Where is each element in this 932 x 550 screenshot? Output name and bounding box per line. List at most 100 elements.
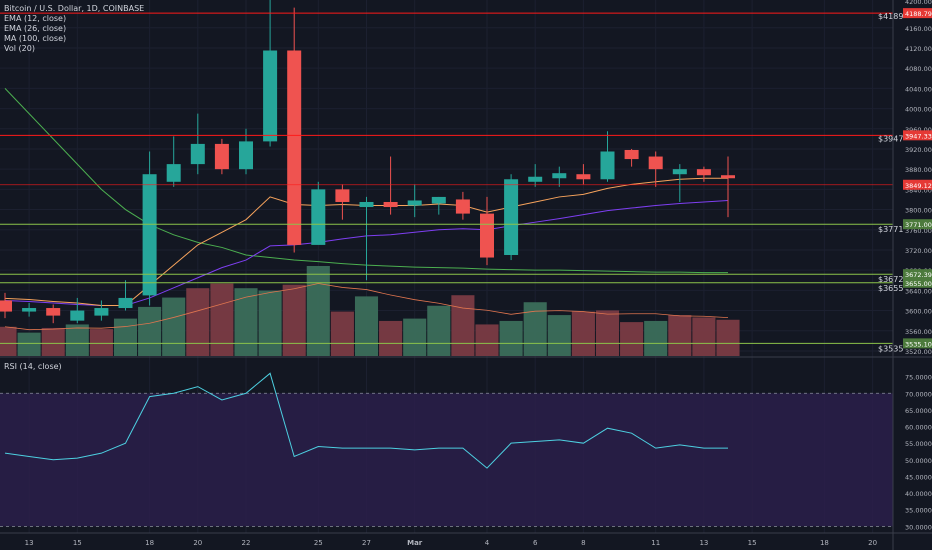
price-badge xyxy=(903,269,932,280)
price-tick-label: 3960.00 xyxy=(905,126,932,134)
level-label: $4189 xyxy=(878,12,903,21)
time-tick-label: 13 xyxy=(25,539,34,547)
time-tick-label: 20 xyxy=(868,539,877,547)
rsi-panel xyxy=(0,372,893,527)
price-tick-label: 3600.00 xyxy=(905,308,932,316)
candle-body xyxy=(431,196,446,204)
time-tick-label: 4 xyxy=(485,539,490,547)
rsi-tick-label: 50.0000 xyxy=(905,457,932,465)
level-label: $3655 xyxy=(878,284,903,293)
volume-bar xyxy=(330,311,354,356)
volume-bar xyxy=(138,306,162,356)
price-badge-label: 3771.00 xyxy=(905,221,932,229)
volume-bar xyxy=(692,317,716,356)
horizontal-levels: $4189 $3947 $3771 $3672$3655 $3535 xyxy=(0,12,903,353)
price-badge xyxy=(903,219,932,230)
volume-ma-line xyxy=(4,283,729,331)
candle-body xyxy=(552,173,567,179)
volume-bar xyxy=(113,318,138,356)
candle-body xyxy=(142,174,157,296)
price-tick-label: 3560.00 xyxy=(905,328,932,336)
candle-body xyxy=(118,297,133,309)
candle-body xyxy=(600,151,615,180)
time-tick-label: 20 xyxy=(193,539,202,547)
candle-body xyxy=(214,143,229,170)
candle-body xyxy=(22,308,37,312)
volume-bar xyxy=(210,283,234,356)
volume-bar xyxy=(427,305,451,356)
volume-bar xyxy=(571,311,595,356)
volume-bar xyxy=(475,324,499,356)
price-tick-label: 4080.00 xyxy=(905,65,932,73)
time-tick-label: 15 xyxy=(748,539,757,547)
price-tick-label: 3800.00 xyxy=(905,207,932,215)
volume-bar xyxy=(186,288,210,356)
price-tick-label: 4000.00 xyxy=(905,106,932,114)
volume-bars xyxy=(0,266,740,356)
rsi-tick-label: 75.0000 xyxy=(905,374,932,382)
level-label: $3771 xyxy=(878,225,903,234)
price-tick-label: 4200.00 xyxy=(905,0,932,6)
candlesticks xyxy=(0,0,735,324)
rsi-tick-label: 40.0000 xyxy=(905,490,932,498)
candle-body xyxy=(696,169,711,176)
price-badge xyxy=(903,277,932,288)
candle-body xyxy=(46,308,61,316)
rsi-tick-label: 45.0000 xyxy=(905,473,932,481)
candle-body xyxy=(94,308,109,316)
price-badge-label: 3672.39 xyxy=(905,271,932,279)
volume-bar xyxy=(306,266,330,356)
time-tick-label: 13 xyxy=(699,539,708,547)
volume-bar xyxy=(354,296,379,356)
candle-body xyxy=(407,200,422,206)
candle-body xyxy=(672,169,687,175)
price-tick-label: 3920.00 xyxy=(905,146,932,154)
rsi-legend[interactable]: RSI (14, close) xyxy=(4,362,62,371)
volume-bar xyxy=(620,322,644,356)
price-tick-label: 4160.00 xyxy=(905,25,932,33)
price-tick-label: 4040.00 xyxy=(905,85,932,93)
price-tick-label: 3760.00 xyxy=(905,227,932,235)
volume-bar xyxy=(499,320,523,356)
candle-body xyxy=(287,50,302,245)
volume-bar xyxy=(65,324,89,356)
volume-bar xyxy=(0,326,17,356)
volume-bar xyxy=(451,295,475,356)
price-tick-label: 3640.00 xyxy=(905,287,932,295)
price-badge-label: 3947.33 xyxy=(905,132,932,140)
level-label: $3672 xyxy=(878,275,903,284)
price-badge-label: 3535.10 xyxy=(905,340,932,348)
candle-body xyxy=(311,189,326,245)
price-tick-label: 3520.00 xyxy=(905,348,932,356)
volume-bar xyxy=(379,320,403,356)
price-badge-label: 3655.00 xyxy=(905,280,932,288)
volume-bar xyxy=(89,329,113,356)
price-badge-label: 4188.79 xyxy=(905,10,932,18)
volume-bar xyxy=(162,297,186,356)
price-tick-label: 3840.00 xyxy=(905,186,932,194)
ema26-legend[interactable]: EMA (26, close) xyxy=(4,24,67,33)
rsi-tick-label: 60.0000 xyxy=(905,424,932,432)
candle-body xyxy=(480,213,494,258)
symbol-title: Bitcoin / U.S. Dollar, 1D, COINBASE xyxy=(4,4,145,13)
rsi-tick-label: 55.0000 xyxy=(905,440,932,448)
ma100-legend[interactable]: MA (100, close) xyxy=(4,34,67,43)
candle-body xyxy=(335,189,350,202)
time-tick-label: 18 xyxy=(820,539,829,547)
volume-bar xyxy=(716,319,740,356)
volume-bar xyxy=(403,318,427,356)
ema12-legend[interactable]: EMA (12, close) xyxy=(4,14,67,23)
time-tick-label: 18 xyxy=(145,539,154,547)
price-badge xyxy=(903,8,932,19)
candle-body xyxy=(383,201,398,208)
candle-body xyxy=(190,143,205,165)
candle-body xyxy=(70,310,85,321)
volume-legend[interactable]: Vol (20) xyxy=(4,44,35,53)
volume-bar xyxy=(41,327,65,356)
candle-body xyxy=(721,175,735,179)
candle-body xyxy=(648,156,663,170)
rsi-tick-label: 70.0000 xyxy=(905,390,932,398)
volume-bar xyxy=(17,332,41,356)
time-tick-label: 11 xyxy=(651,539,660,547)
